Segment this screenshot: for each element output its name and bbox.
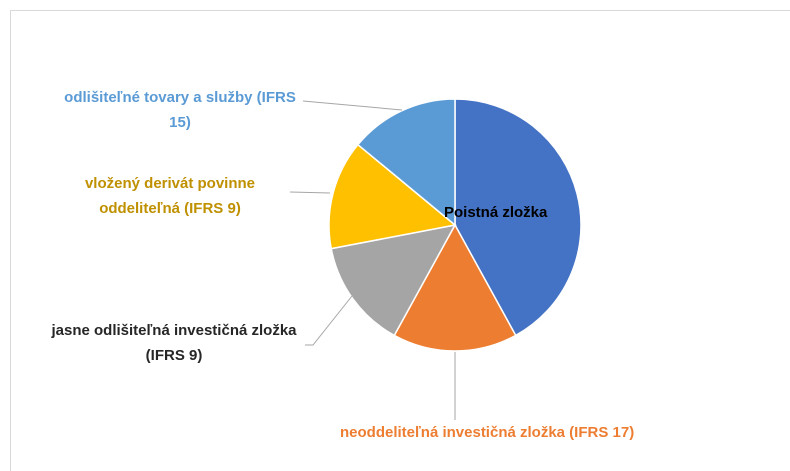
slices — [328, 98, 582, 352]
leader-line — [305, 295, 353, 346]
pie-slice — [454, 98, 582, 337]
chart-frame — [10, 10, 790, 471]
leader-line — [289, 191, 331, 194]
leader-line — [302, 100, 403, 111]
pie-slice — [393, 223, 517, 352]
slice-label: neoddeliteľná investičná zložka (IFRS 17… — [340, 424, 635, 441]
pie-slice — [328, 143, 457, 250]
slice-label: vložený derivát povinne oddeliteľná (IFR… — [84, 175, 256, 217]
pie-slice — [356, 98, 456, 227]
slice-label: Poistná zložka — [444, 204, 548, 221]
pie-slice — [330, 223, 457, 337]
slice-label: jasne odlišiteľná investičná zložka (IFR… — [51, 322, 297, 364]
slice-label: odlišiteľné tovary a služby (IFRS 15) — [64, 89, 296, 131]
